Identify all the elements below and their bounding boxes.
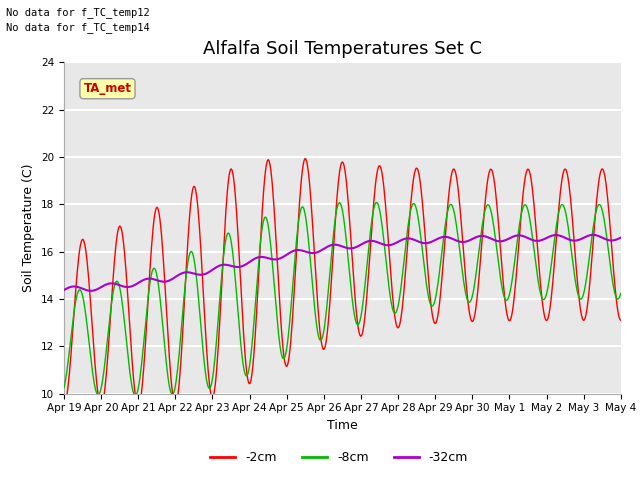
Text: No data for f_TC_temp12: No data for f_TC_temp12	[6, 7, 150, 18]
Y-axis label: Soil Temperature (C): Soil Temperature (C)	[22, 164, 35, 292]
Text: TA_met: TA_met	[83, 82, 131, 95]
X-axis label: Time: Time	[327, 419, 358, 432]
Legend: -2cm, -8cm, -32cm: -2cm, -8cm, -32cm	[205, 446, 473, 469]
Title: Alfalfa Soil Temperatures Set C: Alfalfa Soil Temperatures Set C	[203, 40, 482, 58]
Text: No data for f_TC_temp14: No data for f_TC_temp14	[6, 22, 150, 33]
